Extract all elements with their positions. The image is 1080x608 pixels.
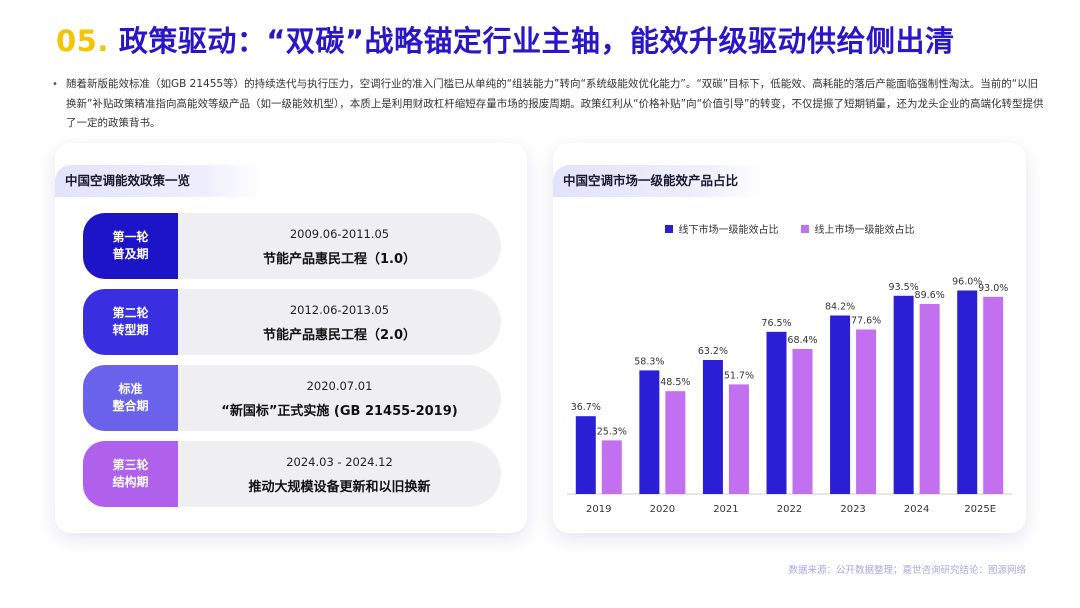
x-tick-label: 2019 bbox=[586, 504, 611, 515]
policy-stage-badge: 第二轮 转型期 bbox=[83, 289, 178, 355]
bar-offline-2023 bbox=[830, 315, 851, 494]
bar-online-2020 bbox=[665, 391, 686, 494]
x-tick-label: 2020 bbox=[650, 504, 675, 515]
bar-online-2025E bbox=[983, 296, 1004, 494]
data-label: 48.5% bbox=[660, 377, 690, 388]
legend-swatch bbox=[800, 224, 809, 233]
bar-offline-2021 bbox=[702, 360, 723, 494]
policy-card-title: 中国空调能效政策一览 bbox=[55, 165, 265, 197]
data-label: 77.6% bbox=[851, 315, 881, 326]
chart-card: 中国空调市场一级能效产品占比 线下市场一级能效占比 线上市场一级能效占比 36.7… bbox=[553, 143, 1026, 533]
bar-online-2021 bbox=[728, 384, 749, 494]
bar-online-2022 bbox=[792, 348, 813, 494]
section-number: 05. bbox=[56, 24, 109, 58]
bar-online-2019 bbox=[601, 440, 622, 494]
bar-chart: 36.7% 25.3% 2019 58.3% 48.5% 2020 63.2% 51.7% 20… bbox=[567, 276, 1012, 515]
bar-offline-2019 bbox=[575, 416, 596, 494]
policy-period: 2024.03 - 2024.12 bbox=[286, 455, 393, 469]
chart-card-title: 中国空调市场一级能效产品占比 bbox=[553, 165, 763, 197]
x-tick-label: 2021 bbox=[713, 504, 738, 515]
data-label: 76.5% bbox=[761, 318, 791, 329]
legend-swatch bbox=[664, 224, 673, 233]
legend-label: 线上市场一级能效占比 bbox=[814, 225, 915, 236]
x-tick-label: 2024 bbox=[904, 504, 929, 515]
policy-period: 2009.06-2011.05 bbox=[289, 227, 390, 241]
x-tick-label: 2025E bbox=[964, 504, 996, 515]
data-label: 36.7% bbox=[571, 402, 601, 413]
policy-name: “新国标”正式实施 (GB 21455-2019) bbox=[221, 404, 458, 419]
policy-stage-badge: 第三轮 结构期 bbox=[83, 441, 178, 507]
chart-legend: 线下市场一级能效占比 线上市场一级能效占比 bbox=[553, 221, 1026, 236]
x-tick-label: 2023 bbox=[840, 504, 865, 515]
bar-offline-2025E bbox=[957, 290, 978, 494]
policy-stage-badge: 标准 整合期 bbox=[83, 365, 178, 431]
legend-item: 线上市场一级能效占比 bbox=[800, 221, 915, 236]
data-label: 93.5% bbox=[889, 282, 919, 293]
x-tick-label: 2022 bbox=[777, 504, 802, 515]
policy-item: 第三轮 结构期 2024.03 - 2024.12 推动大规模设备更新和以旧换新 bbox=[83, 441, 501, 507]
data-label: 93.0% bbox=[978, 283, 1008, 294]
policy-name: 推动大规模设备更新和以旧换新 bbox=[248, 480, 431, 495]
legend-label: 线下市场一级能效占比 bbox=[678, 225, 779, 236]
bar-offline-2022 bbox=[766, 331, 787, 494]
bar-offline-2020 bbox=[639, 370, 660, 494]
data-label: 84.2% bbox=[825, 301, 855, 312]
bullet-icon: • bbox=[52, 79, 58, 90]
policy-item: 标准 整合期 2020.07.01 “新国标”正式实施 (GB 21455-2019… bbox=[83, 365, 501, 431]
description-paragraph: • 随着新版能效标准（如GB 21455等）的持续迭代与执行压力，空调行业的准入… bbox=[52, 75, 1046, 134]
data-label: 51.7% bbox=[724, 370, 754, 381]
bar-online-2023 bbox=[856, 329, 877, 494]
description-text: 随着新版能效标准（如GB 21455等）的持续迭代与执行压力，空调行业的准入门槛… bbox=[66, 78, 1044, 129]
policy-name: 节能产品惠民工程（2.0） bbox=[262, 328, 417, 343]
title-text: 政策驱动：“双碳”战略锚定行业主轴，能效升级驱动供给侧出清 bbox=[118, 24, 955, 58]
data-label: 96.0% bbox=[952, 276, 982, 287]
policy-stage-badge: 第一轮 普及期 bbox=[83, 213, 178, 279]
policy-card: 中国空调能效政策一览 第一轮 普及期 2009.06-2011.05 节能产品惠民工… bbox=[55, 143, 527, 533]
legend-item: 线下市场一级能效占比 bbox=[664, 221, 779, 236]
data-label: 89.6% bbox=[915, 290, 945, 301]
policy-period: 2020.07.01 bbox=[306, 379, 373, 393]
bar-offline-2024 bbox=[893, 295, 914, 494]
policy-item: 第一轮 普及期 2009.06-2011.05 节能产品惠民工程（1.0） bbox=[83, 213, 501, 279]
policy-period: 2012.06-2013.05 bbox=[289, 303, 390, 317]
data-label: 68.4% bbox=[787, 335, 817, 346]
data-label: 25.3% bbox=[597, 426, 627, 437]
bar-online-2024 bbox=[919, 304, 940, 494]
source-note: 数据来源：公开数据整理；嘉世咨询研究结论：图源网络 bbox=[788, 565, 1026, 576]
page-title: 05. 政策驱动：“双碳”战略锚定行业主轴，能效升级驱动供给侧出清 bbox=[56, 18, 955, 60]
data-label: 63.2% bbox=[698, 346, 728, 357]
data-label: 58.3% bbox=[634, 356, 664, 367]
policy-name: 节能产品惠民工程（1.0） bbox=[262, 252, 417, 267]
policy-item: 第二轮 转型期 2012.06-2013.05 节能产品惠民工程（2.0） bbox=[83, 289, 501, 355]
